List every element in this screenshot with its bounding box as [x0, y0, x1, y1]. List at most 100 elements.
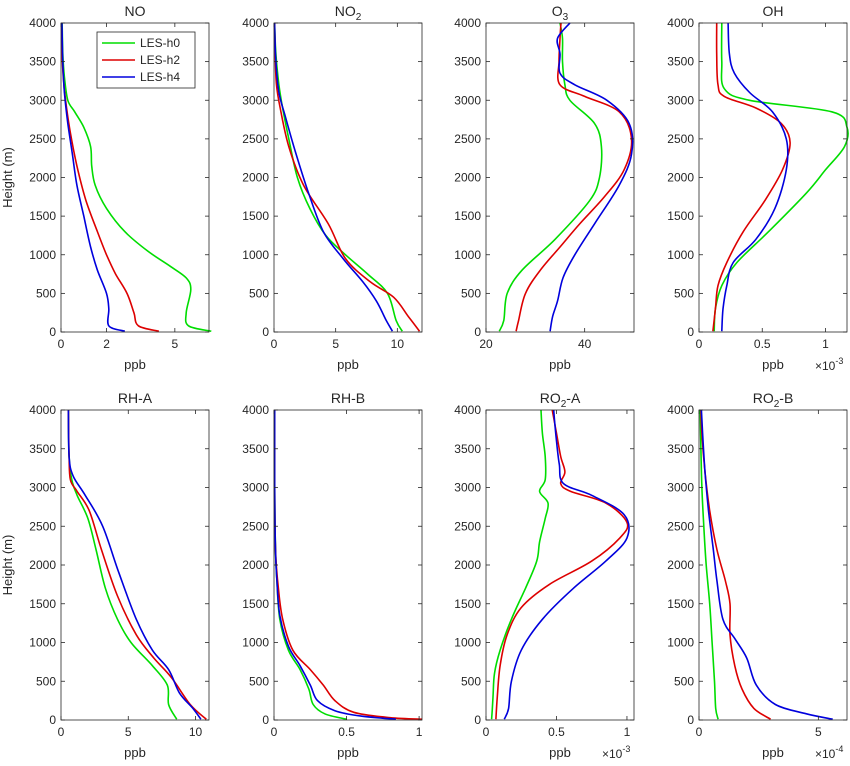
plot-title-suffix: -B	[779, 390, 793, 406]
series-line-les-h2	[67, 409, 207, 720]
series-line-les-h4	[721, 22, 789, 332]
plot-title: RO2-A	[540, 390, 581, 410]
y-tick-label: 2500	[29, 132, 56, 146]
y-tick-label: 3500	[454, 442, 481, 456]
legend-label: LES-h2	[140, 53, 180, 67]
x-tick-label: 20	[479, 337, 493, 351]
series-line-les-h0	[273, 409, 347, 720]
plot-title-main: NO	[125, 3, 146, 19]
y-tick-label: 3000	[29, 481, 56, 495]
series-line-les-h2	[273, 409, 423, 720]
y-tick-label: 500	[249, 286, 269, 300]
y-tick-label: 500	[674, 674, 694, 688]
plot-title-subscript: 3	[563, 12, 569, 23]
plot-title: NO	[125, 3, 146, 19]
series-line-les-h0	[699, 409, 719, 720]
y-tick-label: 4000	[242, 403, 269, 417]
y-tick-label: 1000	[242, 636, 269, 650]
plot-title-suffix: -A	[566, 390, 581, 406]
x-axis-label: ppb	[762, 745, 784, 760]
y-tick-label: 500	[249, 674, 269, 688]
plot-title: OH	[763, 3, 784, 19]
y-tick-label: 3500	[29, 55, 56, 69]
y-tick-label: 1000	[29, 636, 56, 650]
x-axis-label: ppb	[549, 745, 571, 760]
axes-box	[273, 22, 423, 333]
series-line-les-h4	[273, 409, 396, 720]
x-tick-label: 0.5	[754, 337, 771, 351]
x-tick-label: 10	[391, 337, 405, 351]
x-axis-exponent-power: -3	[622, 744, 630, 754]
series-line-les-h2	[495, 409, 629, 720]
y-tick-label: 1500	[242, 597, 269, 611]
plot-title: RH-A	[118, 390, 153, 406]
series-line-les-h4	[273, 22, 394, 332]
x-tick-label: 0.5	[338, 725, 355, 739]
y-tick-label: 3500	[29, 442, 56, 456]
y-tick-label: 4000	[667, 403, 694, 417]
y-tick-label: 2500	[454, 132, 481, 146]
y-tick-label: 2000	[667, 171, 694, 185]
y-tick-label: 0	[262, 713, 269, 727]
y-tick-label: 1000	[454, 248, 481, 262]
y-tick-label: 1000	[242, 248, 269, 262]
x-axis-exponent-power: -3	[835, 356, 843, 366]
series-line-les-h0	[67, 409, 178, 720]
y-tick-label: 3500	[242, 55, 269, 69]
y-tick-label: 500	[36, 674, 56, 688]
y-tick-label: 0	[687, 713, 694, 727]
subplot-4: OH 0 500 1000 1500 2000 2500 3000 3500 4000 0 0.5 1 p…	[667, 3, 849, 373]
x-axis-exponent-base: ×10	[602, 747, 623, 761]
x-tick-label: 5	[172, 337, 179, 351]
y-tick-label: 1000	[667, 248, 694, 262]
x-tick-label: 2	[103, 337, 110, 351]
series-line-les-h2	[712, 22, 791, 332]
x-tick-label: 0	[58, 725, 65, 739]
y-tick-label: 0	[474, 713, 481, 727]
x-axis-exponent-base: ×10	[815, 359, 836, 373]
y-axis-label: Height (m)	[0, 147, 15, 208]
y-tick-label: 2500	[242, 519, 269, 533]
y-tick-label: 1500	[29, 597, 56, 611]
series-line-les-h4	[549, 22, 634, 332]
y-tick-label: 1000	[29, 248, 56, 262]
y-tick-label: 2000	[667, 558, 694, 572]
plot-title-main: NO	[335, 3, 356, 19]
series-line-les-h0	[273, 22, 403, 332]
y-tick-label: 4000	[29, 16, 56, 30]
plot-title-main: OH	[763, 3, 784, 19]
axes-box	[273, 409, 423, 721]
x-tick-label: 5	[815, 725, 822, 739]
x-axis-label: ppb	[337, 745, 359, 760]
y-tick-label: 3000	[667, 93, 694, 107]
y-tick-label: 4000	[242, 16, 269, 30]
series-line-les-h4	[503, 409, 630, 720]
plot-title-main: RH-A	[118, 390, 153, 406]
y-tick-label: 3000	[242, 93, 269, 107]
y-tick-label: 2000	[242, 558, 269, 572]
x-axis-label: ppb	[549, 357, 571, 372]
plot-title: RH-B	[331, 390, 365, 406]
plot-title-subscript: 2	[356, 12, 362, 23]
subplot-1: NO 0 500 1000 1500 2000 2500 3000 3500 4000 0 2 5 ppb…	[0, 3, 212, 372]
subplot-3: O3 0 500 1000 1500 2000 2500 3000 3500 4000 20 40 pp…	[454, 3, 635, 372]
y-tick-label: 0	[49, 325, 56, 339]
x-axis-exponent-base: ×10	[815, 747, 836, 761]
series-line-les-h0	[61, 22, 212, 332]
y-tick-label: 2000	[242, 171, 269, 185]
y-tick-label: 2000	[454, 558, 481, 572]
y-tick-label: 500	[461, 674, 481, 688]
x-axis-label: ppb	[124, 357, 146, 372]
axes-box	[60, 409, 210, 721]
y-tick-label: 4000	[454, 16, 481, 30]
y-tick-label: 500	[461, 286, 481, 300]
y-tick-label: 1000	[667, 636, 694, 650]
subplot-5: RH-A 0 500 1000 1500 2000 2500 3000 3500 4000 0 5 10…	[0, 390, 210, 760]
plot-title: RO2-B	[753, 390, 794, 410]
y-tick-label: 2000	[29, 171, 56, 185]
x-tick-label: 5	[125, 725, 132, 739]
series-line-les-h4	[700, 409, 833, 720]
x-tick-label: 1	[416, 725, 423, 739]
y-tick-label: 0	[262, 325, 269, 339]
